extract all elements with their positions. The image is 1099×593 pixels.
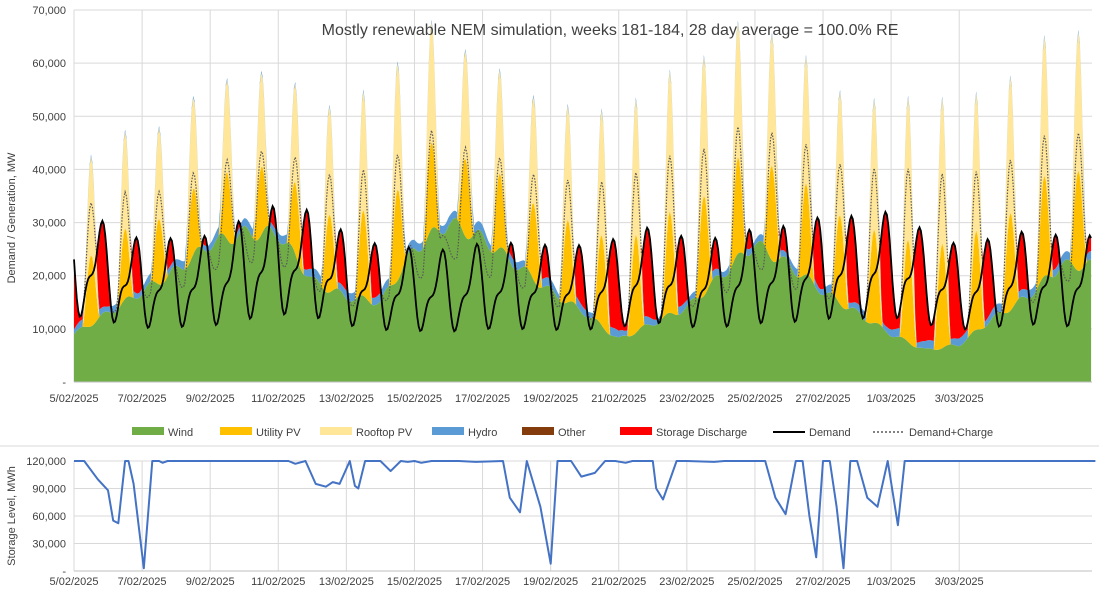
legend-label: Demand <box>809 427 851 439</box>
bottom-x-tick-label: 3/03/2025 <box>935 576 984 588</box>
bottom-plot-lines <box>74 460 1096 570</box>
chart-legend: Wind Utility PV Rooftop PV Hydro Other Storag… <box>132 427 993 439</box>
legend-swatch <box>620 427 652 435</box>
legend-label: Storage Discharge <box>656 427 747 439</box>
bottom-x-tick-label: 19/02/2025 <box>523 576 578 588</box>
top-x-tick-label: 23/02/2025 <box>659 393 714 405</box>
legend-label: Demand+Charge <box>909 427 993 439</box>
top-y-tick-label: 30,000 <box>32 218 66 230</box>
chart-title: Mostly renewable NEM simulation, weeks 1… <box>322 22 899 39</box>
hydro-area <box>74 19 1092 350</box>
top-x-tick-label: 3/03/2025 <box>935 393 984 405</box>
top-plot-lines <box>73 126 1092 333</box>
top-x-tick-label: 15/02/2025 <box>387 393 442 405</box>
legend-label: Other <box>558 427 586 439</box>
top-x-tick-label: 13/02/2025 <box>319 393 374 405</box>
top-y-tick-label: 10,000 <box>32 324 66 336</box>
top-y-tick-label: 60,000 <box>32 58 66 70</box>
top-y-axis-label: Demand / Generation, MW <box>6 152 18 283</box>
legend-label: Hydro <box>468 427 497 439</box>
legend-label: Utility PV <box>256 427 301 439</box>
bottom-x-tick-label: 13/02/2025 <box>319 576 374 588</box>
storage-discharge-area <box>74 19 1092 343</box>
legend-swatch <box>432 427 464 435</box>
top-x-tick-label: 19/02/2025 <box>523 393 578 405</box>
bottom-x-tick-label: 17/02/2025 <box>455 576 510 588</box>
bottom-y-tick-label: 30,000 <box>32 539 66 551</box>
legend-swatch <box>132 427 164 435</box>
legend-label: Wind <box>168 427 193 439</box>
legend-swatch <box>320 427 352 435</box>
top-x-tick-label: 17/02/2025 <box>455 393 510 405</box>
demand-line <box>73 203 1092 333</box>
bottom-y-tick-label: 60,000 <box>32 511 66 523</box>
bottom-x-tick-label: 9/02/2025 <box>186 576 235 588</box>
bottom-y-tick-label: 90,000 <box>32 484 66 496</box>
wind-area <box>74 218 1092 382</box>
top-y-tick-label: 50,000 <box>32 111 66 123</box>
top-x-tick-label: 27/02/2025 <box>795 393 850 405</box>
legend-swatch <box>522 427 554 435</box>
bottom-x-tick-label: 11/02/2025 <box>251 576 305 588</box>
utility-pv-area <box>74 141 1092 350</box>
top-x-tick-label: 7/02/2025 <box>118 393 167 405</box>
top-y-tick-label: - <box>62 377 66 389</box>
storage-level-line <box>74 460 1096 570</box>
legend-swatch <box>220 427 252 435</box>
legend-label: Rooftop PV <box>356 427 413 439</box>
top-y-tick-label: 70,000 <box>32 5 66 17</box>
bottom-x-tick-label: 21/02/2025 <box>591 576 646 588</box>
bottom-y-axis-label: Storage Level, MWh <box>6 466 18 566</box>
top-y-tick-label: 20,000 <box>32 271 66 283</box>
top-x-tick-label: 1/03/2025 <box>867 393 916 405</box>
top-plot-areas <box>74 19 1092 382</box>
bottom-x-tick-label: 5/02/2025 <box>50 576 99 588</box>
bottom-axes: - 30,000 60,000 90,000 120,000 5/02/2025 7/02/… <box>26 456 1092 588</box>
bottom-x-tick-label: 15/02/2025 <box>387 576 442 588</box>
top-x-tick-label: 9/02/2025 <box>186 393 235 405</box>
bottom-y-tick-label: 120,000 <box>26 456 66 468</box>
top-x-tick-label: 25/02/2025 <box>727 393 782 405</box>
bottom-x-tick-label: 25/02/2025 <box>727 576 782 588</box>
top-x-tick-label: 5/02/2025 <box>50 393 99 405</box>
bottom-x-tick-label: 7/02/2025 <box>118 576 167 588</box>
top-axes: - 10,000 20,000 30,000 40,000 50,000 60,000 70,… <box>32 5 1092 405</box>
top-x-tick-label: 11/02/2025 <box>251 393 305 405</box>
bottom-y-tick-label: - <box>62 566 66 578</box>
top-x-tick-label: 21/02/2025 <box>591 393 646 405</box>
bottom-x-tick-label: 23/02/2025 <box>659 576 714 588</box>
top-y-tick-label: 40,000 <box>32 164 66 176</box>
bottom-x-tick-label: 27/02/2025 <box>795 576 850 588</box>
bottom-x-tick-label: 1/03/2025 <box>867 576 916 588</box>
